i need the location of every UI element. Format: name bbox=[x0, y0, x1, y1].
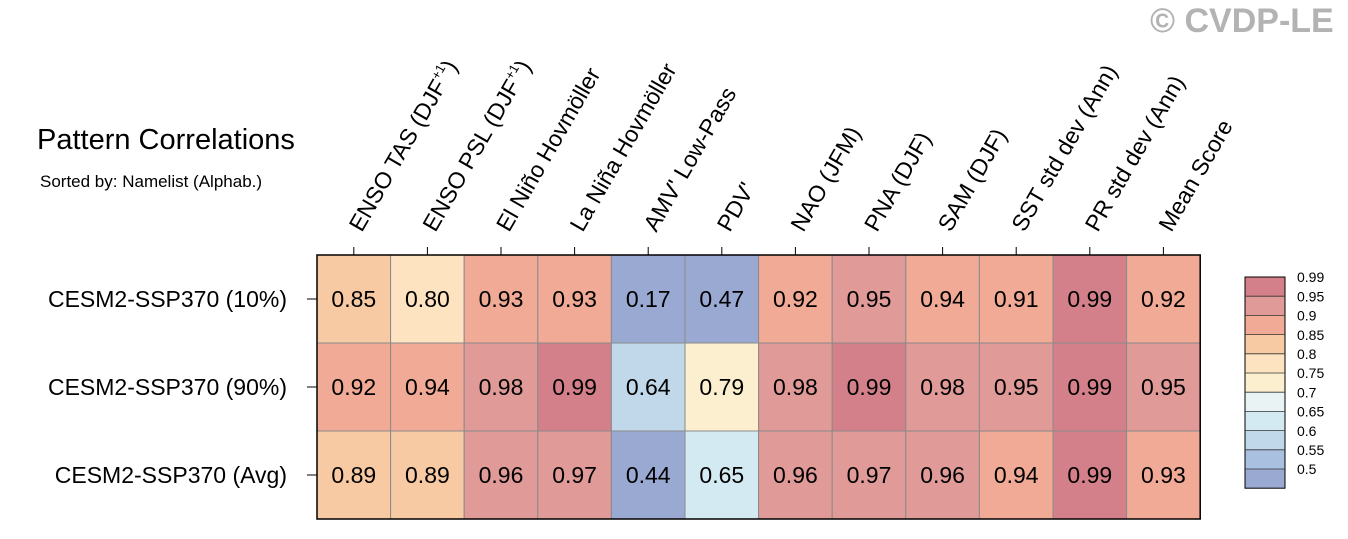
cell-value-label: 0.79 bbox=[699, 374, 744, 400]
cell-value-label: 0.80 bbox=[405, 286, 450, 312]
heatmap-cell bbox=[758, 342, 833, 432]
cell-value-label: 0.99 bbox=[847, 374, 892, 400]
colorbar-label: 0.9 bbox=[1297, 308, 1317, 324]
cell-value-label: 0.97 bbox=[847, 462, 892, 488]
heatmap-cell bbox=[537, 430, 612, 520]
heatmap-cell bbox=[905, 342, 980, 432]
cell-value-label: 0.92 bbox=[331, 374, 376, 400]
cell-value-label: 0.89 bbox=[405, 462, 450, 488]
colorbar-swatch bbox=[1245, 334, 1285, 354]
cell-value-label: 0.95 bbox=[994, 374, 1039, 400]
heatmap-cell bbox=[316, 342, 392, 432]
cell-value-label: 0.99 bbox=[1067, 374, 1112, 400]
column-label: PDV' bbox=[712, 178, 760, 236]
heatmap-cells: 0.85 0.80 0.93 0.93 0.17 0.47 0.92 0.95 0.94 0.91… bbox=[316, 254, 1201, 520]
row-label: CESM2-SSP370 (Avg) bbox=[55, 462, 287, 488]
colorbar-label: 0.85 bbox=[1297, 327, 1324, 343]
heatmap-cell bbox=[1052, 254, 1128, 344]
cell-value-label: 0.93 bbox=[552, 286, 597, 312]
cell-value-label: 0.95 bbox=[1141, 374, 1186, 400]
colorbar-swatch bbox=[1245, 353, 1285, 373]
cell-value-label: 0.94 bbox=[920, 286, 965, 312]
cell-value-label: 0.96 bbox=[773, 462, 818, 488]
heatmap-cell bbox=[831, 254, 907, 344]
row-labels: CESM2-SSP370 (10%) CESM2-SSP370 (90%) CESM… bbox=[48, 286, 317, 488]
heatmap-cell bbox=[610, 342, 686, 432]
colorbar-label: 0.99 bbox=[1297, 269, 1324, 285]
colorbar-swatch bbox=[1245, 315, 1285, 335]
cell-value-label: 0.99 bbox=[1067, 286, 1112, 312]
heatmap-cell bbox=[1126, 254, 1201, 344]
heatmap-cell bbox=[1052, 342, 1128, 432]
colorbar-swatch bbox=[1245, 392, 1285, 412]
cell-value-label: 0.96 bbox=[920, 462, 965, 488]
heatmap-cell bbox=[463, 342, 539, 432]
cell-value-label: 0.44 bbox=[626, 462, 671, 488]
cell-value-label: 0.94 bbox=[994, 462, 1039, 488]
colorbar-label: 0.65 bbox=[1297, 404, 1324, 420]
colorbar-label: 0.5 bbox=[1297, 461, 1317, 477]
heatmap-cell bbox=[684, 342, 760, 432]
colorbar-label: 0.6 bbox=[1297, 423, 1317, 439]
colorbar-swatch bbox=[1245, 277, 1285, 297]
heatmap-cell bbox=[316, 430, 392, 520]
column-label: NAO (JFM) bbox=[785, 122, 866, 236]
cell-value-label: 0.65 bbox=[699, 462, 744, 488]
row-label: CESM2-SSP370 (10%) bbox=[48, 286, 287, 312]
column-label: Mean Score bbox=[1153, 115, 1238, 235]
cell-value-label: 0.47 bbox=[699, 286, 744, 312]
column-label: SAM (DJF) bbox=[932, 124, 1011, 235]
colorbar-swatch bbox=[1245, 373, 1285, 393]
colorbar-label: 0.75 bbox=[1297, 365, 1324, 381]
colorbar-swatch bbox=[1245, 411, 1285, 431]
cell-value-label: 0.94 bbox=[405, 374, 450, 400]
heatmap-cell bbox=[463, 430, 539, 520]
cell-value-label: 0.99 bbox=[552, 374, 597, 400]
heatmap-cell bbox=[1126, 342, 1201, 432]
colorbar: 0.99 0.95 0.9 0.85 0.8 0.75 0.7 0.65 0.6 0.55 0.5 bbox=[1244, 269, 1324, 489]
colorbar-swatch bbox=[1245, 296, 1285, 316]
colorbar-label: 0.7 bbox=[1297, 384, 1317, 400]
row-label: CESM2-SSP370 (90%) bbox=[48, 374, 287, 400]
chart-subtitle: Sorted by: Namelist (Alphab.) bbox=[40, 172, 263, 191]
colorbar-label: 0.95 bbox=[1297, 288, 1324, 304]
cell-value-label: 0.99 bbox=[1067, 462, 1112, 488]
heatmap-cell bbox=[1126, 430, 1201, 520]
column-label: PNA (DJF) bbox=[859, 127, 936, 235]
heatmap-cell bbox=[905, 430, 980, 520]
cell-value-label: 0.91 bbox=[994, 286, 1039, 312]
colorbar-swatch bbox=[1245, 469, 1285, 489]
cell-value-label: 0.89 bbox=[331, 462, 376, 488]
heatmap-cell bbox=[684, 430, 760, 520]
colorbar-border bbox=[1244, 276, 1286, 489]
colorbar-label: 0.8 bbox=[1297, 346, 1317, 362]
column-labels: ENSO TAS (DJF+1)ENSO PSL (DJF+1)El Niño … bbox=[344, 55, 1238, 255]
cell-value-label: 0.98 bbox=[773, 374, 818, 400]
heatmap-cell bbox=[758, 430, 833, 520]
cell-value-label: 0.95 bbox=[847, 286, 892, 312]
cell-value-label: 0.64 bbox=[626, 374, 671, 400]
heatmap-cell bbox=[390, 254, 465, 344]
cell-value-label: 0.93 bbox=[479, 286, 524, 312]
cell-value-label: 0.92 bbox=[773, 286, 818, 312]
cell-value-label: 0.98 bbox=[479, 374, 524, 400]
chart-title: Pattern Correlations bbox=[37, 124, 295, 156]
cell-value-label: 0.93 bbox=[1141, 462, 1186, 488]
cell-value-label: 0.96 bbox=[479, 462, 524, 488]
heatmap-cell bbox=[978, 430, 1054, 520]
cell-value-label: 0.97 bbox=[552, 462, 597, 488]
colorbar-swatch bbox=[1245, 449, 1285, 469]
colorbar-swatch bbox=[1245, 430, 1285, 450]
colorbar-label: 0.55 bbox=[1297, 442, 1324, 458]
watermark: © CVDP-LE bbox=[1150, 2, 1334, 40]
cell-value-label: 0.85 bbox=[331, 286, 376, 312]
cell-value-label: 0.17 bbox=[626, 286, 671, 312]
cell-value-label: 0.92 bbox=[1141, 286, 1186, 312]
cell-value-label: 0.98 bbox=[920, 374, 965, 400]
